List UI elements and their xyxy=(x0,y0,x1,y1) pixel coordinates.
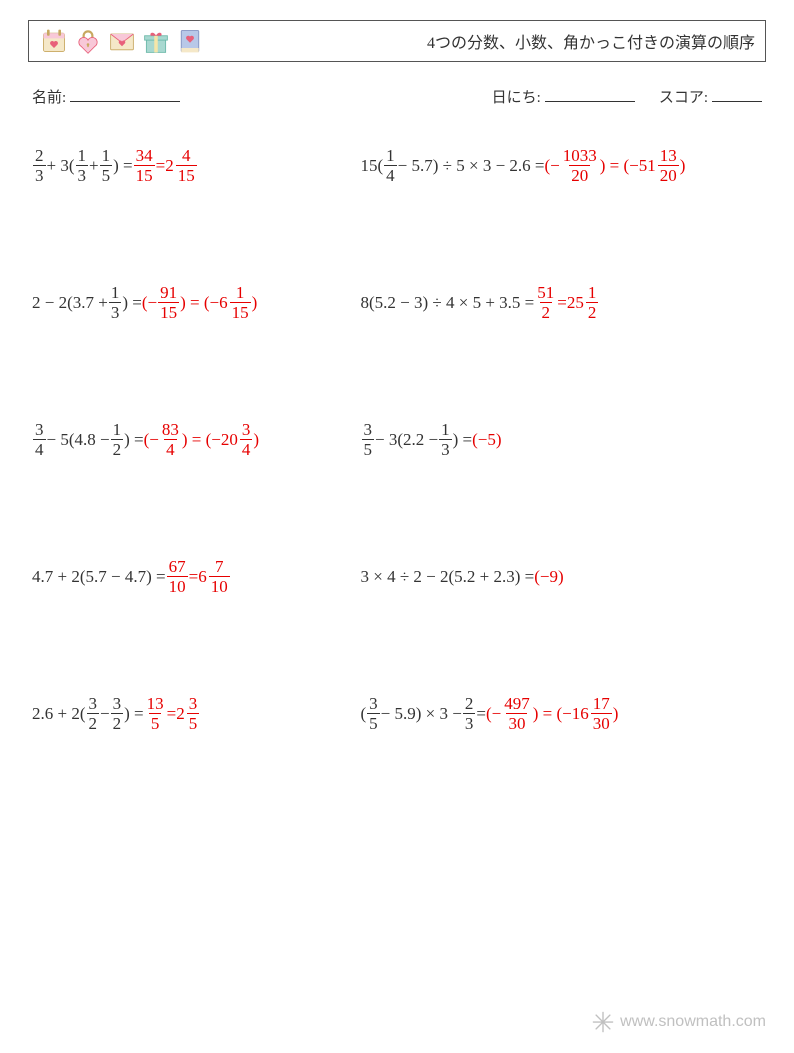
worksheet-page: 4つの分数、小数、角かっこ付きの演算の順序 名前: 日にち: スコア: 23 +… xyxy=(0,0,794,1053)
name-blank xyxy=(70,87,180,102)
problem-1-1: 8(5.2 − 3) ÷ 4 × 5 + 3.5 = 512 = 2512 xyxy=(361,284,763,321)
date-label: 日にち: xyxy=(492,86,541,107)
snowflake-icon xyxy=(592,1011,614,1033)
problems-grid: 23 + 3(13 + 15) = 3415 = 241515(14 − 5.7… xyxy=(28,147,766,732)
problem-3-1: 3 × 4 ÷ 2 − 2(5.2 + 2.3) = (−9) xyxy=(361,558,763,595)
gift-heart-icon xyxy=(141,26,171,56)
problem-3-0: 4.7 + 2(5.7 − 4.7) = 6710 = 6710 xyxy=(32,558,361,595)
problem-4-0: 2.6 + 2(32 − 32) = 135 = 235 xyxy=(32,695,361,732)
problem-4-1: (35 − 5.9) × 3 − 23 = (−49730) = (−16173… xyxy=(361,695,763,732)
problem-1-0: 2 − 2(3.7 + 13) = (−9115) = (−6115) xyxy=(32,284,361,321)
book-heart-icon xyxy=(175,26,205,56)
date-field: 日にち: xyxy=(492,86,635,107)
score-field: スコア: xyxy=(659,86,762,107)
love-letter-icon xyxy=(107,26,137,56)
date-blank xyxy=(545,87,635,102)
score-label: スコア: xyxy=(659,86,708,107)
name-field: 名前: xyxy=(32,86,180,107)
watermark-text: www.snowmath.com xyxy=(620,1013,766,1031)
problem-2-0: 34 − 5(4.8 − 12) = (−834) = (−2034) xyxy=(32,421,361,458)
header-box: 4つの分数、小数、角かっこ付きの演算の順序 xyxy=(28,20,766,62)
problem-2-1: 35 − 3(2.2 − 13) = (−5) xyxy=(361,421,763,458)
problem-0-0: 23 + 3(13 + 15) = 3415 = 2415 xyxy=(32,147,361,184)
heart-lock-icon xyxy=(73,26,103,56)
problem-0-1: 15(14 − 5.7) ÷ 5 × 3 − 2.6 = (−103320) =… xyxy=(361,147,763,184)
calendar-heart-icon xyxy=(39,26,69,56)
info-row: 名前: 日にち: スコア: xyxy=(28,86,766,107)
watermark: www.snowmath.com xyxy=(592,1011,766,1033)
score-blank xyxy=(712,87,762,102)
name-label: 名前: xyxy=(32,86,66,107)
worksheet-title: 4つの分数、小数、角かっこ付きの演算の順序 xyxy=(427,29,755,53)
header-icons xyxy=(39,26,205,56)
